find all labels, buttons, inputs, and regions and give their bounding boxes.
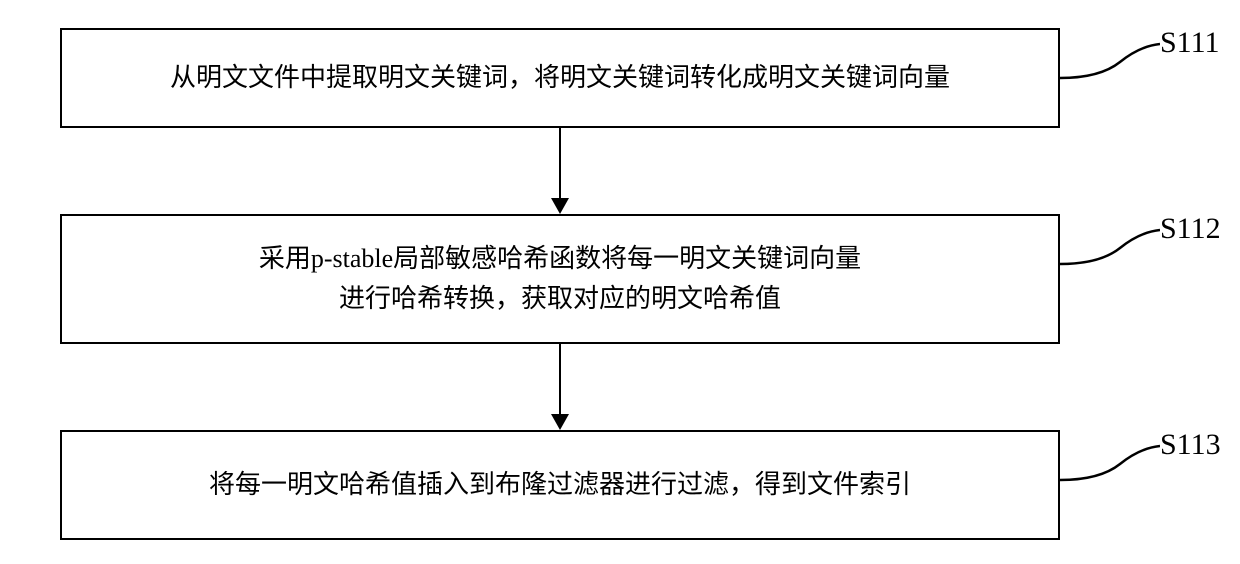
- step-text-s113: 将每一明文哈希值插入到布隆过滤器进行过滤，得到文件索引: [209, 465, 911, 505]
- step-text-s111: 从明文文件中提取明文关键词，将明文关键词转化成明文关键词向量: [170, 58, 950, 98]
- label-connector-s112: [1060, 226, 1160, 266]
- step-box-s112: 采用p-stable局部敏感哈希函数将每一明文关键词向量 进行哈希转换，获取对应…: [60, 214, 1060, 344]
- step-box-s113: 将每一明文哈希值插入到布隆过滤器进行过滤，得到文件索引: [60, 430, 1060, 540]
- arrow-head-s112-to-s113: [551, 414, 569, 430]
- flowchart-canvas: 从明文文件中提取明文关键词，将明文关键词转化成明文关键词向量 S111 采用p-…: [0, 0, 1240, 564]
- step-text-s112: 采用p-stable局部敏感哈希函数将每一明文关键词向量 进行哈希转换，获取对应…: [259, 239, 861, 320]
- arrow-head-s111-to-s112: [551, 198, 569, 214]
- label-connector-s111: [1060, 40, 1160, 80]
- step-label-s113: S113: [1160, 428, 1221, 462]
- arrow-s112-to-s113: [559, 344, 561, 414]
- step-label-s112: S112: [1160, 212, 1221, 246]
- step-box-s111: 从明文文件中提取明文关键词，将明文关键词转化成明文关键词向量: [60, 28, 1060, 128]
- arrow-s111-to-s112: [559, 128, 561, 198]
- label-connector-s113: [1060, 442, 1160, 482]
- step-label-s111: S111: [1160, 26, 1219, 60]
